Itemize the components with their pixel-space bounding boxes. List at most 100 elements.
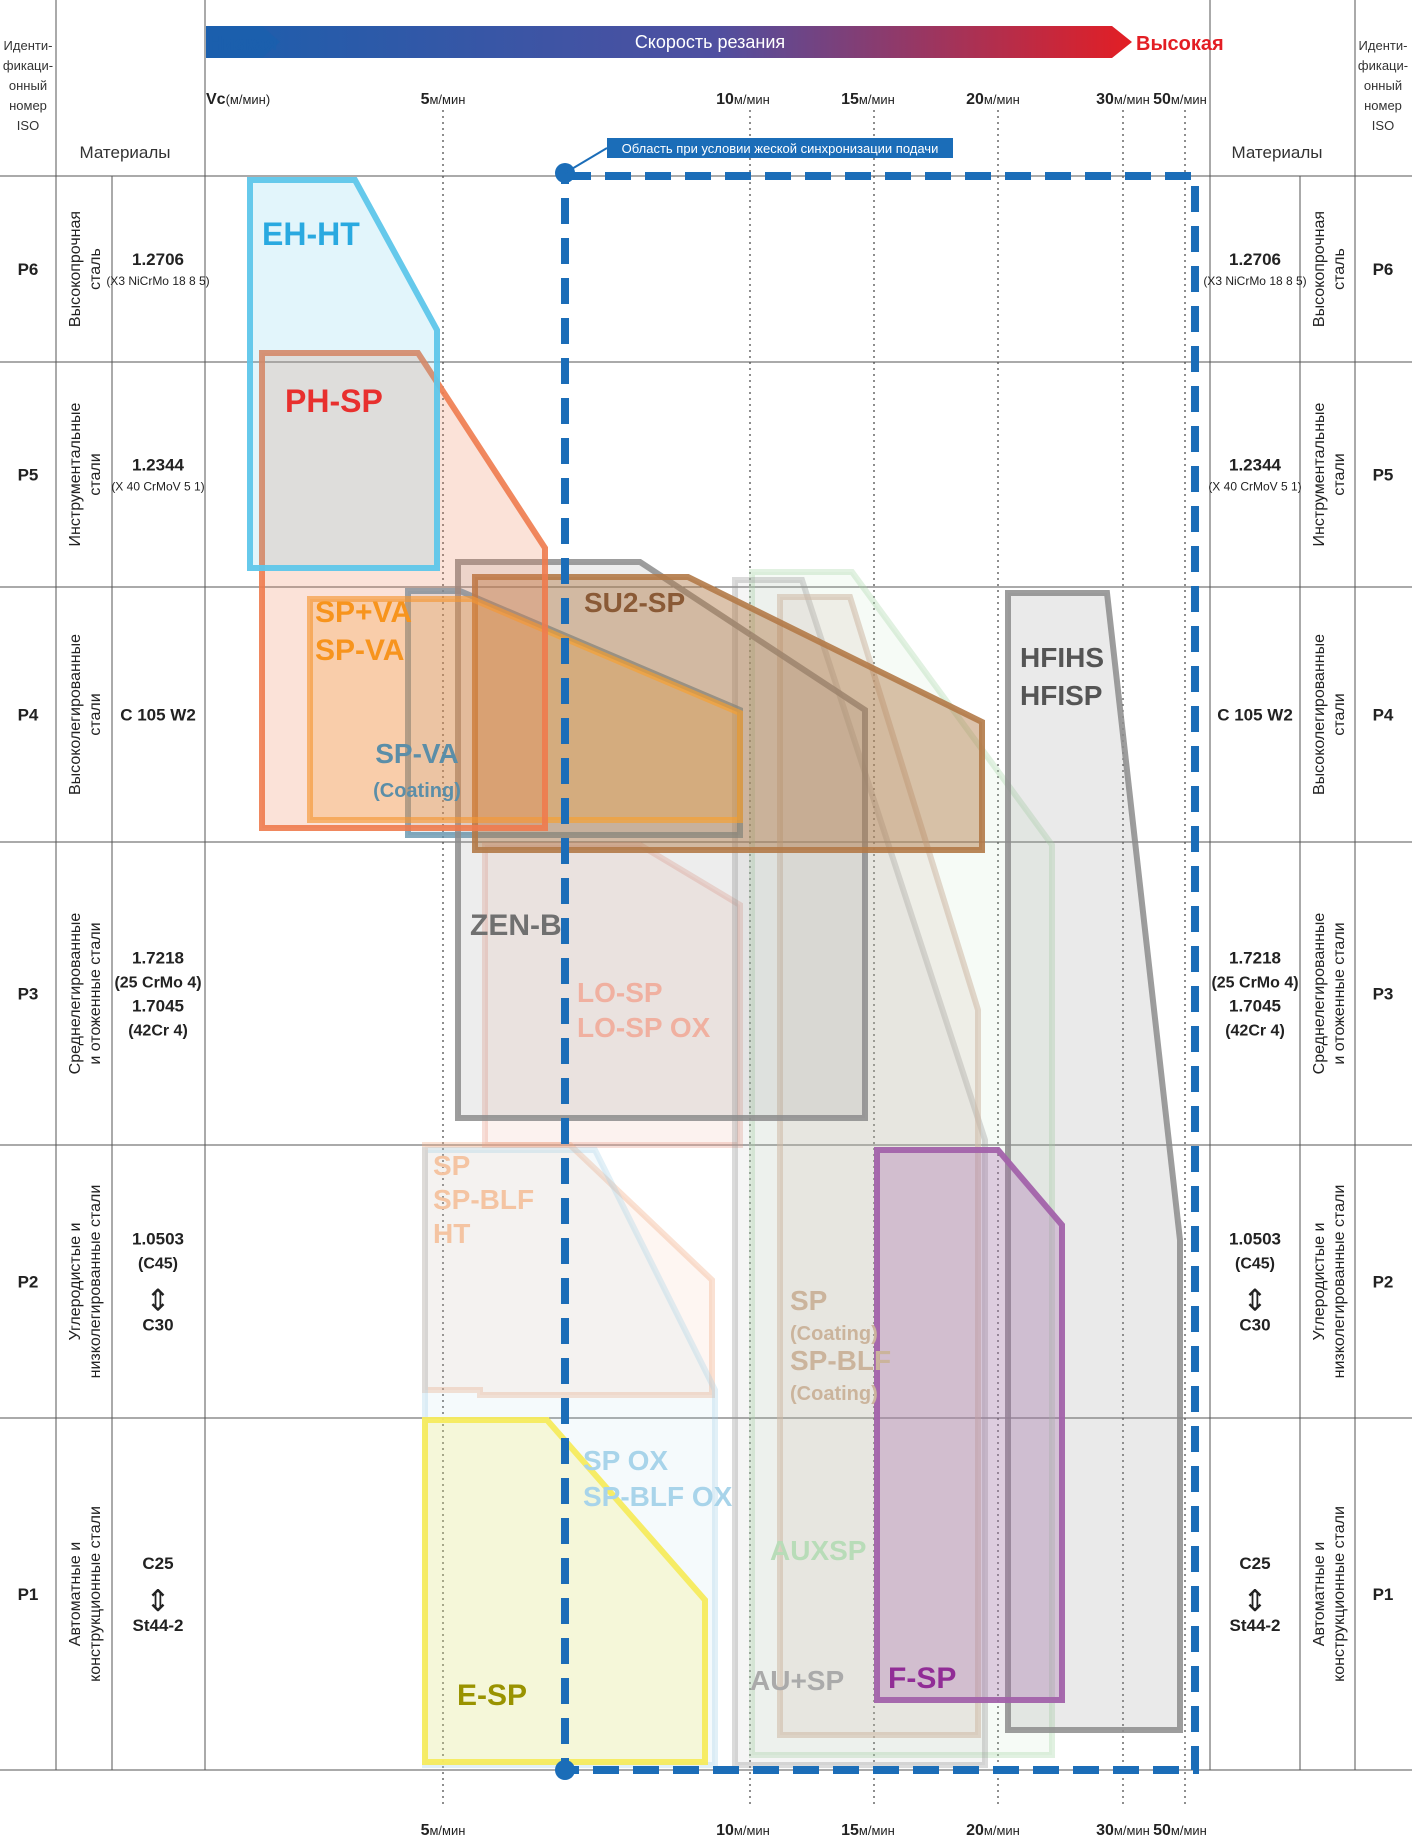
material-name-right: 1.7218 (1229, 949, 1281, 968)
vc-unit: (м/мин) (226, 92, 271, 107)
material-name-right: (42Cr 4) (1225, 1023, 1285, 1040)
product-label-sp-va-coating: SP-VA (375, 738, 459, 769)
product-area-f-sp (874, 1147, 1065, 1703)
speed-tick-unit: м/мин (1114, 92, 1150, 107)
speed-tick-value: 20 (966, 1822, 984, 1839)
material-name-right: C25 (1239, 1554, 1270, 1573)
material-group-left: и отоженные стали (87, 922, 104, 1064)
table-text: Низкая Высокая Скорость резания Иденти- Иден… (3, 32, 1408, 1839)
product-label-sp-coating: (Coating) (790, 1383, 878, 1405)
vc-label: Vc(м/мин) (206, 91, 270, 108)
material-group-left: сталь (87, 248, 104, 290)
sync-zone-border (561, 172, 1199, 1774)
speed-tick-value: 5 (421, 91, 430, 108)
material-name-left: (25 CrMo 4) (114, 975, 201, 992)
speed-tick-unit: м/мин (984, 1823, 1020, 1838)
iso-code-right: P4 (1373, 706, 1394, 725)
product-area-e-sp (422, 1417, 708, 1765)
material-group-left: низколегированные стали (87, 1185, 104, 1379)
low-speed-label: Низкая (208, 33, 277, 55)
material-group-left: Инструментальные (67, 402, 84, 546)
product-label-sp-coating: (Coating) (790, 1323, 878, 1345)
iso-code-left: P5 (18, 466, 39, 485)
iso-code-left: P4 (18, 706, 39, 725)
speed-tick-unit: м/мин (1114, 1823, 1150, 1838)
speed-tick-unit: м/мин (734, 92, 770, 107)
material-name-left: (42Cr 4) (128, 1023, 188, 1040)
material-name-left: C 105 W2 (120, 706, 196, 725)
product-area-sp-va (307, 596, 743, 823)
speed-tick-top: 15м/мин (841, 91, 895, 108)
iso-code-right: P1 (1373, 1585, 1394, 1604)
product-label-su2-sp: SU2-SP (584, 587, 685, 618)
speed-tick-value: 20 (966, 91, 984, 108)
speed-tick-unit: м/мин (984, 92, 1020, 107)
sync-zone: Область при условии жеской синхронизации… (555, 138, 1199, 1780)
material-name-left: St44-2 (132, 1616, 183, 1635)
material-name-right: St44-2 (1229, 1616, 1280, 1635)
product-label-hfihs: HFISP (1020, 680, 1102, 711)
material-group-right: стали (1331, 693, 1348, 735)
material-group-right: и отоженные стали (1331, 922, 1348, 1064)
material-group-right: Высокопрочная (1311, 211, 1328, 327)
double-arrow-icon: ⇕ (1242, 1285, 1267, 1318)
material-group-left: стали (87, 453, 104, 495)
speed-tick-unit: м/мин (1171, 92, 1207, 107)
material-group-left: Высоколегированные (67, 634, 84, 795)
product-area-zen-b (455, 559, 868, 1121)
material-name-right: (C45) (1235, 1256, 1275, 1273)
material-name-left: C30 (142, 1316, 173, 1335)
speed-tick-value: 50 (1153, 1822, 1171, 1839)
material-name-left: (X3 NiCrMo 18 8 5) (106, 274, 209, 288)
product-label-sp-ox: SP-BLF OX (583, 1481, 733, 1512)
material-name-left: C25 (142, 1554, 173, 1573)
material-name-right: (25 CrMo 4) (1211, 975, 1298, 992)
speed-tick-bottom: 20м/мин (966, 1822, 1020, 1839)
product-label-lo-sp: LO-SP (577, 977, 663, 1008)
speed-tick-value: 30 (1096, 1822, 1114, 1839)
vc-symbol: Vc (206, 91, 226, 108)
material-group-left: стали (87, 693, 104, 735)
iso-code-right: P6 (1373, 260, 1394, 279)
speed-tick-unit: м/мин (859, 1823, 895, 1838)
product-label-eh-ht: EH-HT (262, 216, 360, 252)
material-group-left: Среднелегированные (67, 913, 84, 1075)
material-name-right: C30 (1239, 1316, 1270, 1335)
iso-code-left: P1 (18, 1585, 39, 1604)
double-arrow-icon: ⇕ (1242, 1585, 1267, 1618)
speed-tick-top: 5м/мин (421, 91, 466, 108)
iso-code-left: P2 (18, 1273, 39, 1292)
product-area-au-sp (732, 577, 988, 1768)
material-name-left: 1.7218 (132, 949, 184, 968)
sync-zone-marker (555, 1760, 575, 1780)
speed-tick-top: 20м/мин (966, 91, 1020, 108)
material-name-right: 1.2706 (1229, 250, 1281, 269)
material-name-right: 1.2344 (1229, 456, 1282, 475)
product-label-sp-va-coating: (Coating) (373, 780, 461, 802)
iso-header-left: онный (9, 78, 47, 93)
speed-tick-bottom: 50м/мин (1153, 1822, 1207, 1839)
speed-arrow-high-bg (1118, 26, 1208, 58)
speed-tick-bottom: 5м/мин (421, 1822, 466, 1839)
speed-arrow (206, 26, 1132, 58)
product-label-sp-coating: SP-BLF (790, 1345, 891, 1376)
product-label-sp-blf-ht: SP (433, 1150, 470, 1181)
iso-header-left: фикаци- (3, 58, 53, 73)
iso-header-left: номер (9, 98, 47, 113)
product-area-eh-ht (247, 177, 440, 571)
product-area-ph-sp (259, 350, 548, 831)
material-name-right: (X 40 CrMoV 5 1) (1208, 480, 1301, 494)
material-group-left: конструкционные стали (87, 1506, 104, 1682)
iso-header-right: ISO (1372, 118, 1394, 133)
material-group-right: Углеродистые и (1311, 1223, 1328, 1341)
product-label-lo-sp: LO-SP OX (577, 1012, 711, 1043)
materials-header-left: Материалы (79, 143, 170, 162)
iso-code-right: P2 (1373, 1273, 1394, 1292)
material-name-left: 1.0503 (132, 1230, 184, 1249)
product-areas: Область при условии жеской синхронизации… (247, 138, 1199, 1780)
materials-header-right: Материалы (1231, 143, 1322, 162)
iso-header-right: номер (1364, 98, 1402, 113)
material-group-right: конструкционные стали (1331, 1506, 1348, 1682)
material-group-left: Углеродистые и (67, 1223, 84, 1341)
